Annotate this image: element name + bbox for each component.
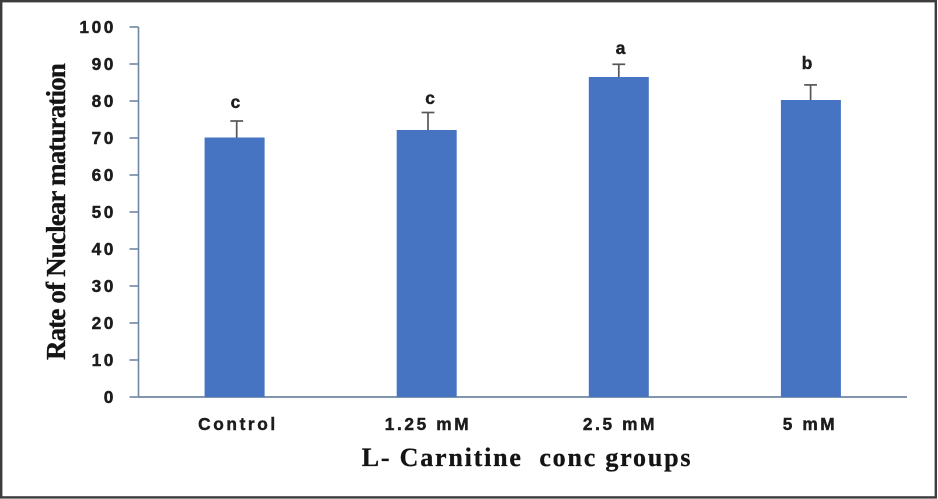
svg-text:40: 40 bbox=[92, 239, 116, 259]
svg-text:c: c bbox=[425, 88, 435, 108]
svg-text:20: 20 bbox=[92, 313, 116, 333]
svg-text:70: 70 bbox=[92, 128, 116, 148]
svg-text:Rate of Nuclear maturation: Rate of Nuclear maturation bbox=[41, 63, 71, 360]
svg-text:90: 90 bbox=[92, 54, 116, 74]
svg-text:c: c bbox=[231, 92, 241, 112]
svg-text:0: 0 bbox=[104, 387, 116, 407]
svg-text:a: a bbox=[616, 38, 626, 58]
svg-text:60: 60 bbox=[92, 165, 116, 185]
svg-text:30: 30 bbox=[92, 276, 116, 296]
svg-text:b: b bbox=[802, 53, 813, 73]
svg-text:5 mM: 5 mM bbox=[783, 414, 838, 434]
svg-text:100: 100 bbox=[79, 17, 116, 37]
svg-text:50: 50 bbox=[92, 202, 116, 222]
svg-text:80: 80 bbox=[92, 91, 116, 111]
svg-text:1.25 mM: 1.25 mM bbox=[385, 414, 471, 434]
svg-text:10: 10 bbox=[92, 350, 116, 370]
svg-text:Control: Control bbox=[198, 414, 278, 434]
svg-text:L- Carnitine conc groups: L- Carnitine conc groups bbox=[362, 443, 693, 472]
svg-text:2.5 mM: 2.5 mM bbox=[583, 414, 657, 434]
